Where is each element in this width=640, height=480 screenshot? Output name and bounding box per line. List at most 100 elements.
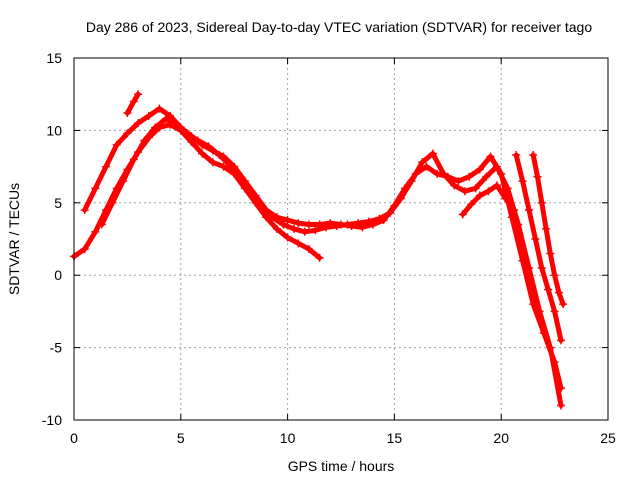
y-tick-label: 10	[46, 122, 62, 138]
series-trace	[513, 152, 564, 343]
data-point	[91, 184, 100, 193]
x-tick-label: 10	[280, 430, 296, 446]
data-point	[537, 263, 546, 272]
data-point	[533, 172, 542, 181]
y-tick-label: -5	[50, 340, 63, 356]
data-point	[386, 208, 395, 217]
data-point	[458, 210, 467, 219]
axis-ticks	[73, 57, 609, 421]
data-point	[550, 307, 559, 316]
data-point	[257, 201, 266, 210]
data-point	[484, 187, 493, 196]
data-point	[428, 149, 437, 158]
data-point	[140, 136, 149, 145]
data-point	[486, 152, 495, 161]
data-point	[422, 162, 431, 171]
y-tick-label: -10	[42, 412, 62, 428]
data-point	[272, 224, 281, 233]
x-axis-title: GPS time / hours	[288, 458, 395, 474]
x-tick-label: 25	[600, 430, 616, 446]
data-point	[546, 343, 555, 352]
data-point	[198, 149, 207, 158]
data-point	[129, 155, 138, 164]
data-point	[418, 158, 427, 167]
data-point	[279, 220, 288, 229]
y-axis-title: SDTVAR / TECUs	[6, 183, 22, 295]
data-point	[208, 158, 217, 167]
data-point	[219, 162, 228, 171]
plot-frame	[73, 57, 609, 421]
data-point	[531, 235, 540, 243]
data-point	[439, 169, 448, 178]
data-point	[311, 226, 320, 235]
data-point	[396, 194, 405, 203]
data-point	[559, 300, 568, 309]
data-point	[119, 177, 128, 186]
data-point	[193, 136, 202, 145]
series-trace	[99, 116, 564, 408]
data-point	[294, 219, 303, 228]
data-point	[322, 223, 331, 232]
data-point	[524, 206, 533, 215]
data-point	[554, 288, 563, 297]
data-point	[492, 181, 501, 190]
series-track-d	[123, 90, 143, 118]
data-point	[80, 245, 89, 254]
y-tick-label: 0	[54, 267, 62, 283]
data-point	[183, 129, 192, 138]
data-point	[450, 181, 459, 190]
data-point	[503, 184, 512, 193]
series-trace	[124, 91, 141, 116]
data-point	[343, 220, 352, 229]
data-point	[501, 194, 510, 203]
data-point	[268, 213, 277, 222]
data-point	[354, 219, 363, 228]
data-point	[144, 111, 153, 120]
x-tick-label: 5	[177, 430, 185, 446]
data-point	[304, 245, 313, 254]
data-point	[247, 187, 256, 196]
data-point	[544, 285, 553, 294]
series-trace	[82, 106, 564, 391]
x-axis-tick-labels: 0 5 10 15 20 25	[70, 430, 616, 446]
data-point	[215, 151, 224, 160]
data-point	[283, 233, 292, 242]
data-point	[112, 140, 121, 149]
series-trace	[71, 122, 323, 261]
x-tick-label: 15	[387, 430, 403, 446]
data-point	[300, 227, 309, 236]
y-axis-tick-labels: -10 -5 0 5 10 15	[42, 50, 62, 428]
data-point	[514, 220, 523, 229]
y-tick-label: 15	[46, 50, 62, 66]
data-points-layer	[70, 90, 568, 410]
chart-title: Day 286 of 2023, Sidereal Day-to-day VTE…	[86, 19, 593, 35]
data-point	[108, 198, 117, 207]
data-point	[236, 172, 245, 181]
data-point	[475, 165, 484, 174]
data-point	[332, 221, 341, 230]
data-point	[460, 187, 469, 196]
series-track-g	[529, 151, 568, 309]
data-point	[475, 191, 484, 200]
data-point	[364, 217, 373, 226]
data-point	[304, 220, 313, 229]
data-point	[557, 336, 566, 345]
data-point	[550, 271, 559, 280]
data-point	[492, 162, 501, 171]
data-point	[161, 114, 170, 123]
data-point	[225, 161, 234, 170]
data-point	[524, 263, 533, 272]
data-point	[537, 198, 546, 207]
data-point	[283, 216, 292, 225]
data-point	[375, 214, 384, 223]
data-point	[454, 177, 463, 186]
data-point	[542, 224, 551, 233]
data-point	[557, 401, 566, 410]
x-tick-label: 0	[70, 430, 78, 446]
data-point	[535, 307, 544, 316]
data-point	[512, 151, 521, 160]
data-point	[471, 184, 480, 193]
data-point	[290, 224, 299, 233]
data-point	[134, 119, 143, 128]
data-point	[151, 123, 160, 132]
